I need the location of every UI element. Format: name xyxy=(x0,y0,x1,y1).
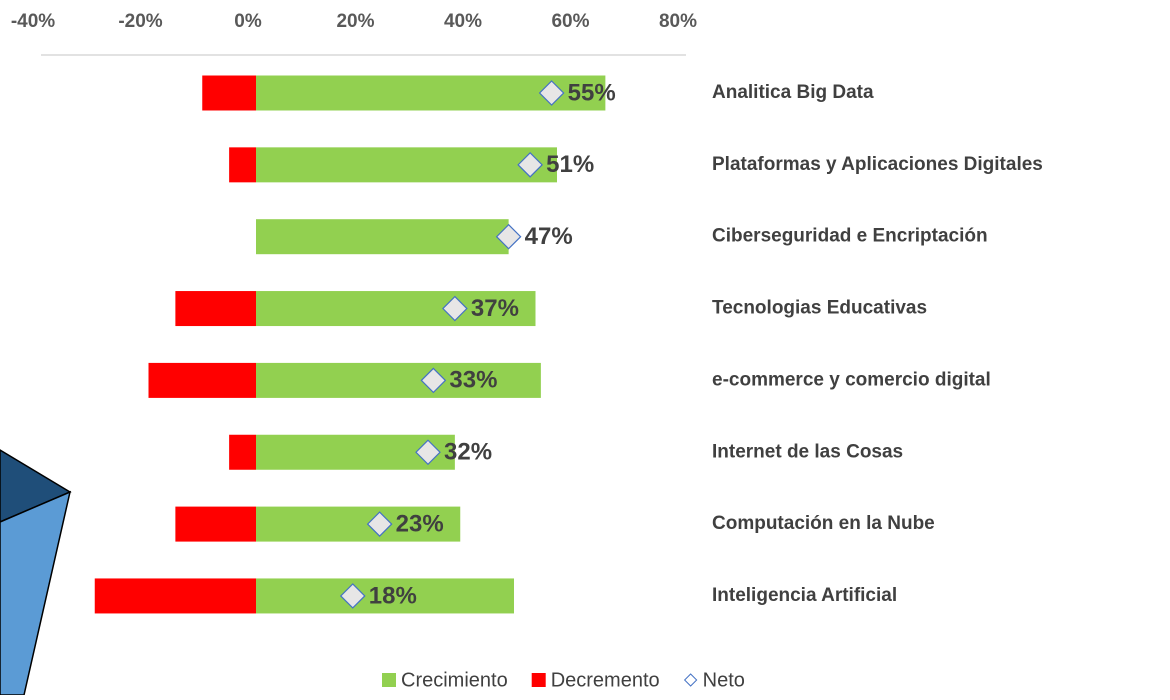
data-label: 37% xyxy=(471,295,519,322)
net-marker xyxy=(538,80,565,106)
legend-swatch xyxy=(683,673,698,687)
bar xyxy=(148,362,256,398)
category-label: Inteligencia Artificial xyxy=(712,585,897,606)
category-label: Internet de las Cosas xyxy=(712,441,903,462)
bar xyxy=(256,291,536,327)
bar xyxy=(175,506,256,542)
legend-label: Decremento xyxy=(551,669,660,691)
net-marker xyxy=(517,152,543,178)
bar xyxy=(256,578,514,614)
legend-label: Crecimiento xyxy=(401,669,508,691)
x-tick-label: -40% xyxy=(11,11,55,32)
category-label: Tecnologias Educativas xyxy=(712,298,927,319)
bar xyxy=(94,578,256,614)
bar xyxy=(229,434,256,470)
category-label: Analitica Big Data xyxy=(712,82,874,103)
x-tick-label: 20% xyxy=(336,11,374,32)
data-label: 47% xyxy=(525,223,573,250)
category-label: Plataformas y Aplicaciones Digitales xyxy=(712,154,1043,175)
legend-label: Neto xyxy=(703,669,745,691)
decoration xyxy=(0,490,72,696)
net-marker xyxy=(495,223,522,250)
net-marker xyxy=(442,295,468,322)
net-marker xyxy=(366,511,393,537)
net-marker xyxy=(415,439,441,466)
bar xyxy=(202,75,256,111)
bar xyxy=(229,147,256,183)
data-label: 32% xyxy=(444,439,492,466)
net-marker xyxy=(339,583,366,609)
bar xyxy=(175,291,256,327)
bar xyxy=(256,506,461,542)
data-label: 51% xyxy=(546,151,594,178)
x-tick-label: 40% xyxy=(444,11,482,32)
data-label: 18% xyxy=(369,582,417,609)
category-label: Computación en la Nube xyxy=(712,513,935,534)
legend-swatch xyxy=(382,673,396,687)
bar xyxy=(256,219,509,255)
category-label: e-commerce y comercio digital xyxy=(712,369,991,390)
bar xyxy=(256,362,541,398)
bar xyxy=(256,147,557,183)
x-tick-label: -20% xyxy=(118,11,162,32)
data-label: 33% xyxy=(449,367,497,394)
x-tick-label: 60% xyxy=(551,11,589,32)
data-label: 55% xyxy=(568,79,616,106)
x-tick-label: 80% xyxy=(659,11,697,32)
x-tick-label: 0% xyxy=(234,11,262,32)
legend-swatch xyxy=(531,673,546,687)
net-marker xyxy=(420,367,447,394)
data-label: 23% xyxy=(396,510,444,537)
category-label: Ciberseguridad e Encriptación xyxy=(712,226,988,247)
